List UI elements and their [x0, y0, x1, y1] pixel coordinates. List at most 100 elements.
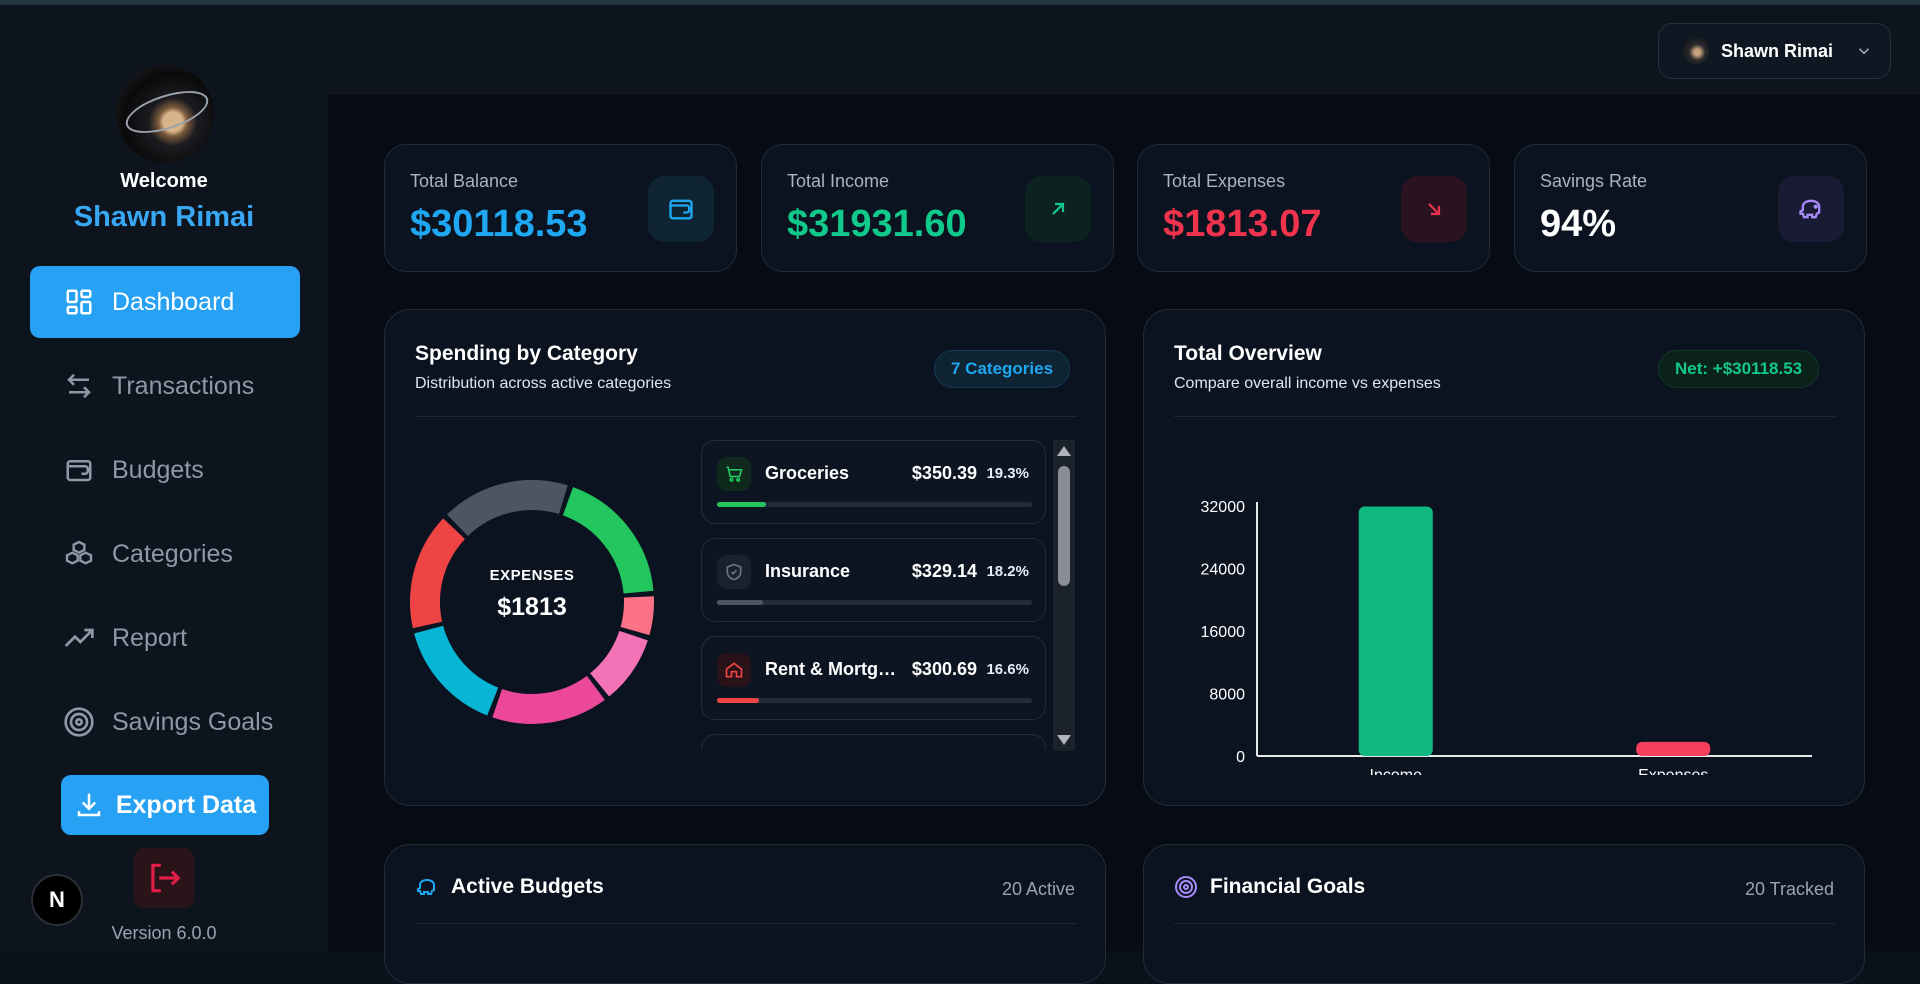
home-icon	[717, 653, 751, 687]
donut-center-value: $1813	[497, 593, 567, 621]
sidebar-item-label: Transactions	[112, 371, 255, 400]
sidebar-item-label: Report	[112, 623, 188, 652]
category-amount: $329.14	[911, 561, 977, 581]
stat-card-savings-rate: Savings Rate 94%	[1514, 144, 1867, 272]
category-name: Rent & Mortgage	[765, 659, 905, 679]
export-data-button[interactable]: Export Data	[61, 775, 269, 835]
target-icon	[62, 705, 96, 739]
welcome-text: Welcome	[120, 170, 208, 192]
profile-avatar[interactable]	[116, 65, 214, 163]
donut-center-label: EXPENSES	[489, 567, 575, 584]
x-tick-label: Income	[1370, 767, 1423, 775]
scroll-down-arrow[interactable]	[1057, 735, 1071, 745]
wallet-icon	[62, 453, 96, 487]
donut-segment[interactable]	[492, 675, 605, 724]
donut-segment[interactable]	[410, 518, 466, 629]
category-percent: 18.2%	[986, 563, 1029, 580]
sidebar-item-transactions[interactable]: Transactions	[30, 350, 300, 422]
spending-donut-chart	[410, 480, 654, 724]
category-progress-fill	[717, 600, 763, 605]
piggy-bank-icon	[1778, 176, 1844, 242]
stat-value: $30118.53	[410, 203, 588, 245]
financial-goals-panel: Financial Goals 20 Tracked	[1143, 844, 1865, 984]
y-tick-label: 32000	[1201, 499, 1246, 516]
stat-label: Total Income	[787, 171, 890, 191]
sidebar-item-label: Categories	[112, 539, 233, 568]
category-progress-fill	[717, 698, 759, 703]
stat-label: Savings Rate	[1540, 171, 1648, 191]
category-percent: 19.3%	[986, 465, 1029, 482]
sidebar-item-report[interactable]: Report	[30, 602, 300, 674]
user-avatar	[1683, 38, 1709, 64]
sidebar-username: Shawn Rimai	[73, 201, 255, 233]
bar-income[interactable]	[1358, 506, 1433, 756]
panel-divider	[415, 923, 1077, 924]
scroll-thumb[interactable]	[1058, 466, 1070, 586]
shield-icon	[717, 555, 751, 589]
stat-value: $31931.60	[787, 203, 967, 245]
panel-subtitle: Compare overall income vs expenses	[1174, 375, 1441, 392]
category-list-scrollbar[interactable]	[1053, 440, 1075, 751]
sidebar-item-budgets[interactable]: Budgets	[30, 434, 300, 506]
piggy-bank-icon	[417, 878, 435, 895]
category-amount: $300.69	[911, 659, 977, 679]
category-item[interactable]: Rent & Mortgage $300.69 16.6%	[701, 636, 1046, 720]
next-badge[interactable]: N	[31, 874, 83, 926]
panel-title: Total Overview	[1174, 342, 1322, 365]
panel-divider	[1174, 416, 1836, 417]
category-item[interactable]: Insurance $329.14 18.2%	[701, 538, 1046, 622]
stat-value: $1813.07	[1163, 203, 1322, 245]
logout-button[interactable]	[134, 848, 194, 908]
target-icon	[1175, 876, 1197, 898]
arrows-swap-icon	[62, 369, 96, 403]
panel-title: Spending by Category	[415, 342, 638, 365]
donut-segment[interactable]	[589, 630, 648, 697]
cart-icon	[717, 457, 751, 491]
stat-card-income: Total Income $31931.60	[761, 144, 1114, 272]
category-progress	[717, 698, 1032, 703]
y-tick-label: 24000	[1201, 562, 1246, 579]
donut-segment[interactable]	[446, 480, 568, 537]
category-name: Groceries	[765, 463, 850, 483]
top-header	[328, 5, 1920, 95]
dashboard-grid-icon	[62, 285, 96, 319]
total-overview-panel: Total Overview Compare overall income vs…	[1143, 309, 1865, 806]
stat-label: Total Balance	[410, 171, 519, 191]
spending-by-category-panel: Spending by Category Distribution across…	[384, 309, 1106, 806]
y-tick-label: 0	[1236, 749, 1245, 766]
sidebar-item-label: Dashboard	[112, 287, 235, 316]
category-item[interactable]: Groceries $350.39 19.3%	[701, 440, 1046, 524]
panel-divider	[1174, 923, 1836, 924]
user-menu-name: Shawn Rimai	[1721, 40, 1834, 61]
boxes-icon	[62, 537, 96, 571]
income-expenses-bar-chart: 0 8000 16000 24000 32000 Income Expenses	[1201, 499, 1812, 775]
category-item[interactable]	[701, 734, 1046, 750]
sidebar-item-label: Savings Goals	[112, 707, 274, 736]
category-progress	[717, 600, 1032, 605]
download-icon	[77, 793, 101, 817]
version-text: Version 6.0.0	[111, 923, 217, 943]
stat-card-expenses: Total Expenses $1813.07	[1137, 144, 1490, 272]
user-menu[interactable]: Shawn Rimai	[1658, 23, 1891, 79]
trending-up-icon	[62, 621, 96, 655]
categories-count-chip: 7 Categories	[934, 350, 1071, 388]
category-progress-fill	[717, 502, 766, 507]
arrow-up-right-icon	[1025, 176, 1091, 242]
arrow-down-right-icon	[1401, 176, 1467, 242]
donut-segment[interactable]	[620, 596, 654, 636]
donut-segment[interactable]	[414, 625, 499, 716]
donut-segment[interactable]	[562, 487, 654, 594]
net-chip: Net: +$30118.53	[1658, 350, 1820, 388]
category-amount: $350.39	[911, 463, 977, 483]
panel-title: Active Budgets	[451, 875, 604, 898]
scroll-up-arrow[interactable]	[1057, 446, 1071, 456]
sidebar-item-categories[interactable]: Categories	[30, 518, 300, 590]
sidebar-item-savings-goals[interactable]: Savings Goals	[30, 686, 300, 758]
sidebar: Welcome Shawn Rimai Dashboard Transactio…	[0, 5, 328, 951]
panel-title: Financial Goals	[1210, 875, 1366, 898]
sidebar-item-dashboard[interactable]: Dashboard	[30, 266, 300, 338]
y-tick-label: 16000	[1201, 624, 1246, 641]
bar-expenses[interactable]	[1636, 741, 1711, 756]
stat-card-balance: Total Balance $30118.53	[384, 144, 737, 272]
x-tick-label: Expenses	[1638, 767, 1708, 775]
